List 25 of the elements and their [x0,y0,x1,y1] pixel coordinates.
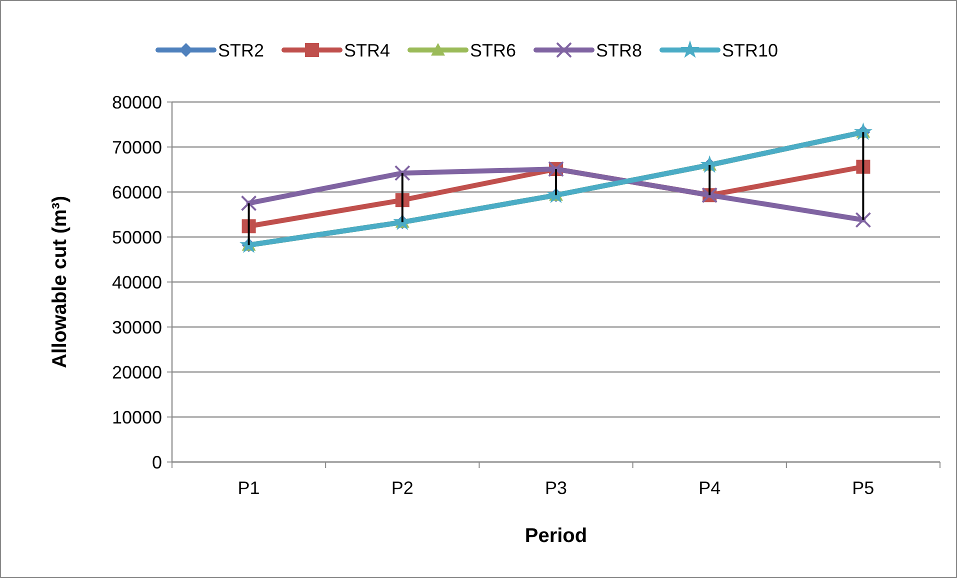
y-tick-label: 60000 [112,182,162,202]
y-tick-label: 30000 [112,317,162,338]
x-tick-label: P5 [852,478,874,498]
legend-label: STR10 [722,40,778,60]
point [240,195,257,212]
x-tick-label: P3 [544,478,568,498]
y-tick-label: 50000 [112,227,162,248]
y-tick-label: 70000 [112,137,162,158]
y-tick-label: 80000 [112,92,162,112]
x-tick-label: P1 [238,478,260,498]
point [855,212,872,228]
legend-label: STR2 [218,40,264,60]
x-tick-label: P4 [698,478,721,498]
legend-label: STR4 [344,40,390,60]
x-axis-title: Period [524,525,588,547]
x-tick-label: P2 [391,478,414,498]
y-tick-label: 20000 [112,362,162,382]
point [394,165,410,182]
y-tick-label: 10000 [112,407,162,428]
legend-label: STR8 [596,40,642,60]
y-tick-label: 0 [152,452,162,472]
legend-label: STR6 [470,40,516,60]
y-axis-title: Allowable cut (m³) [49,196,71,368]
point [854,122,873,140]
y-tick-label: 40000 [112,272,162,292]
